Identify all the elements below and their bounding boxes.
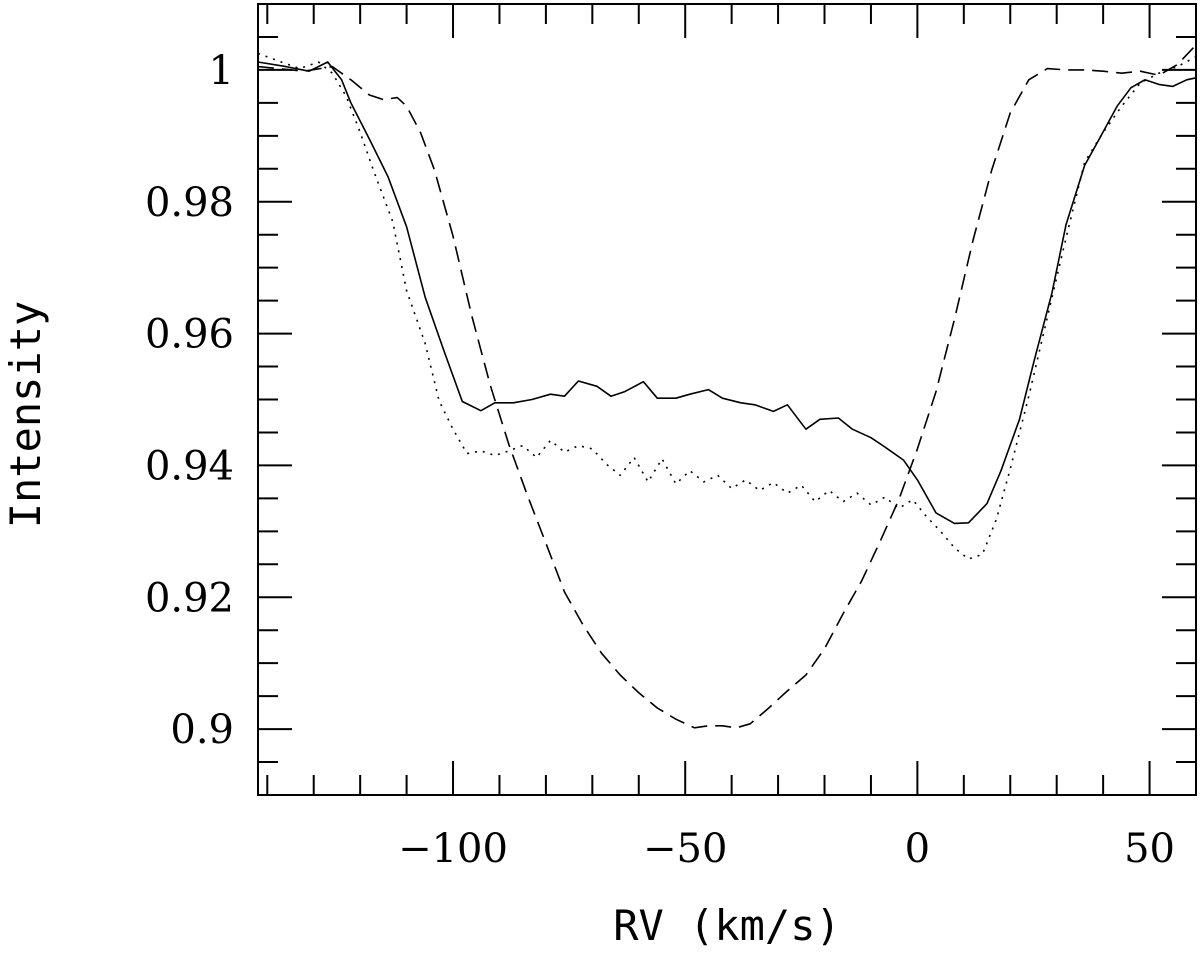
series-line-dotted xyxy=(257,52,1197,560)
series-line-dashed xyxy=(257,44,1197,729)
y-tick-label: 0.96 xyxy=(145,312,234,358)
x-tick-label: 0 xyxy=(905,826,930,872)
y-tick-label: 0.9 xyxy=(170,707,234,753)
data-series xyxy=(257,44,1197,729)
y-tick-label: 0.92 xyxy=(145,575,234,621)
y-tick-label: 0.98 xyxy=(145,180,234,226)
y-tick-label: 0.94 xyxy=(145,443,234,489)
x-tick-label: −100 xyxy=(398,826,508,872)
tick-marks xyxy=(258,3,1197,796)
y-tick-label: 1 xyxy=(209,48,234,94)
series-line-solid xyxy=(257,61,1197,525)
y-axis-title: Intensity xyxy=(1,301,50,529)
plot-frame xyxy=(257,3,1197,796)
x-axis-title: RV (km/s) xyxy=(613,901,841,950)
x-tick-label: −50 xyxy=(643,826,727,872)
tick-labels: −100 −50 0 50 0.9 0.92 0.94 0.96 0.98 1 xyxy=(145,48,1175,872)
x-tick-label: 50 xyxy=(1124,826,1175,872)
